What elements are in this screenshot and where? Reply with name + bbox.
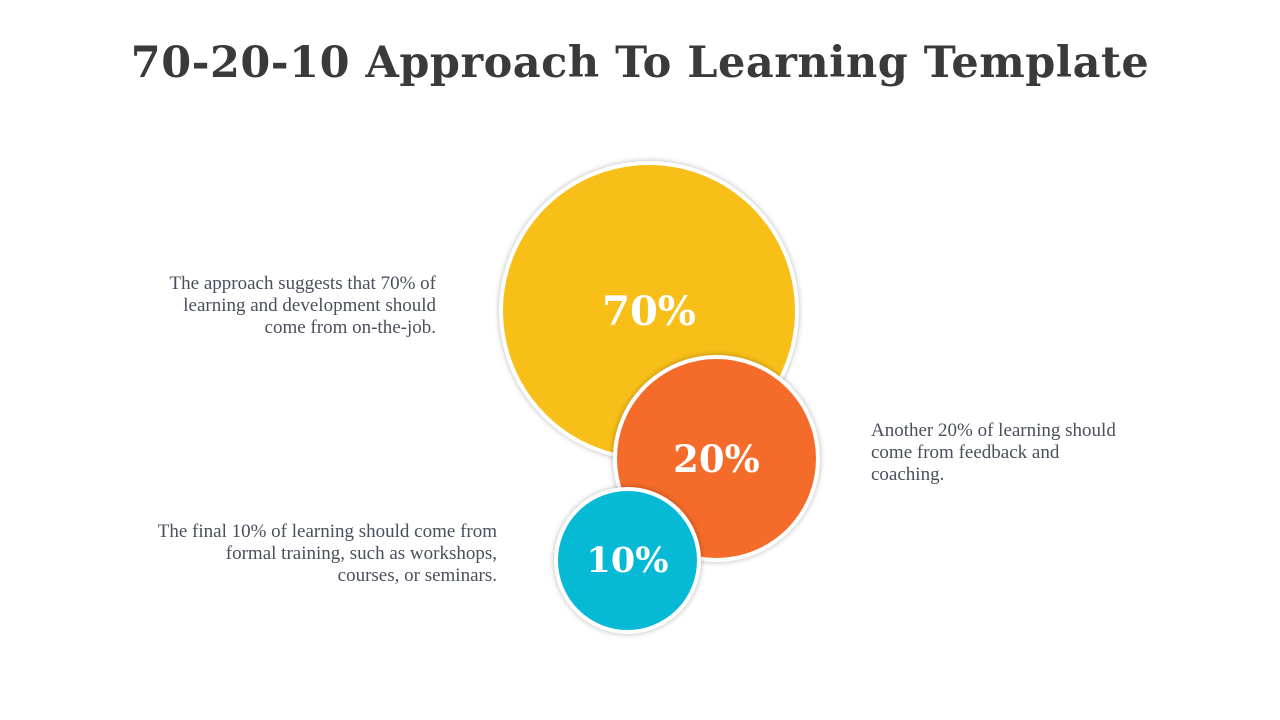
description-20: Another 20% of learning should come from… — [871, 420, 1116, 485]
circle-20-label: 20% — [673, 436, 760, 481]
description-10: The final 10% of learning should come fr… — [157, 521, 497, 586]
slide-title: 70-20-10 Approach To Learning Template — [130, 38, 1150, 88]
circle-70-label: 70% — [602, 287, 696, 335]
circle-10-percent: 10% — [554, 487, 701, 634]
description-70: The approach suggests that 70% of learni… — [169, 273, 436, 338]
circle-20-percent: 20% — [613, 355, 820, 562]
circle-10-label: 10% — [586, 540, 669, 581]
